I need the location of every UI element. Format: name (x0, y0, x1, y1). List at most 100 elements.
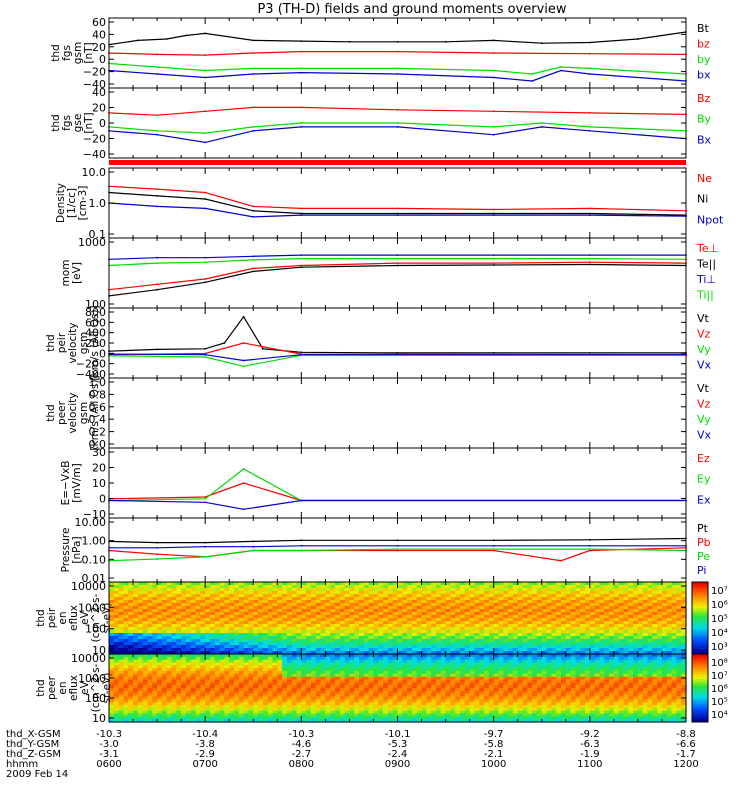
heatmap-cell (373, 651, 379, 655)
heatmap-cell (455, 636, 461, 640)
heatmap-cell (310, 685, 317, 689)
heatmap-cell (330, 624, 336, 628)
heatmap-cell (248, 702, 254, 706)
heatmap-cell (642, 624, 649, 628)
heatmap-cell (229, 630, 235, 634)
heatmap-cell (113, 719, 120, 723)
heatmap-cell (349, 618, 355, 622)
heatmap-cell (464, 627, 471, 631)
heatmap-cell (445, 609, 451, 613)
heatmap-cell (464, 615, 471, 619)
heatmap-cell (527, 588, 533, 592)
heatmap-cell (339, 673, 346, 678)
heatmap-cell (618, 633, 625, 637)
heatmap-cell (618, 648, 625, 652)
heatmap-cell (118, 665, 125, 669)
heatmap-cell (301, 633, 307, 637)
heatmap-cell (320, 633, 326, 637)
heatmap-cell (157, 618, 163, 622)
heatmap-cell (113, 673, 120, 678)
heatmap-cell (512, 585, 519, 589)
heatmap-cell (613, 621, 620, 625)
heatmap-cell (541, 612, 548, 616)
heatmap-cell (445, 633, 451, 637)
heatmap-cell (291, 719, 298, 723)
heatmap-cell (200, 671, 206, 675)
y-tick-label: −400 (76, 368, 106, 381)
heatmap-cell (354, 621, 360, 625)
heatmap-cell (209, 659, 216, 664)
heatmap-cell (527, 612, 533, 616)
heatmap-cell (541, 609, 548, 613)
heatmap-cell (238, 633, 245, 637)
heatmap-cell (628, 603, 634, 607)
heatmap-cell (205, 609, 211, 613)
heatmap-cell (431, 642, 437, 646)
heatmap-cell (109, 594, 115, 598)
y-tick-label: 1.0 (89, 197, 107, 210)
heatmap-cell (339, 705, 346, 709)
heatmap-cell (209, 648, 216, 652)
heatmap-cell (484, 594, 490, 598)
heatmap-cell (647, 630, 653, 634)
heatmap-cell (262, 719, 269, 723)
heatmap-cell (229, 671, 235, 675)
heatmap-cell (378, 636, 384, 640)
heatmap-cell (455, 651, 461, 655)
heatmap-cell (536, 591, 543, 595)
heatmap-cell (474, 618, 480, 622)
heatmap-cell (190, 713, 197, 717)
heatmap-cell (325, 699, 331, 703)
heatmap-cell (296, 645, 302, 649)
heatmap-cell (334, 713, 341, 717)
heatmap-cell (325, 588, 331, 592)
heatmap-cell (301, 615, 307, 619)
heatmap-cell (190, 716, 197, 720)
heatmap-cell (277, 624, 283, 628)
data-point (492, 214, 495, 217)
heatmap-cell (657, 612, 663, 616)
heatmap-cell (253, 656, 259, 661)
heatmap-cell (113, 624, 120, 628)
heatmap-cell (589, 606, 596, 610)
heatmap-cell (637, 582, 644, 586)
heatmap-cell (214, 696, 221, 700)
heatmap-cell (426, 600, 432, 604)
heatmap-cell (166, 630, 173, 634)
heatmap-cell (532, 624, 538, 628)
y-tick-label: 800 (85, 306, 106, 319)
heatmap-cell (161, 597, 168, 601)
heatmap-cell (556, 585, 562, 589)
heatmap-cell (556, 642, 562, 646)
heatmap-cell (416, 642, 423, 646)
heatmap-cell (152, 615, 158, 619)
heatmap-cell (339, 630, 346, 634)
heatmap-cell (585, 627, 591, 631)
heatmap-cell (421, 651, 427, 655)
heatmap-cell (435, 639, 442, 643)
heatmap-cell (291, 639, 298, 643)
heatmap-cell (253, 639, 259, 643)
heatmap-cell (185, 594, 192, 598)
heatmap-cell (128, 636, 134, 640)
heatmap-cell (315, 671, 322, 675)
heatmap-cell (460, 648, 466, 652)
heatmap-cell (363, 591, 370, 595)
heatmap-cell (344, 618, 351, 622)
heatmap-cell (508, 648, 514, 652)
heatmap-cell (310, 651, 317, 655)
heatmap-cell (258, 693, 264, 698)
heatmap-cell (123, 639, 129, 643)
heatmap-cell (469, 609, 476, 613)
heatmap-cell (118, 676, 125, 681)
heatmap-cell (128, 603, 134, 607)
heatmap-cell (181, 642, 187, 646)
heatmap-cell (147, 603, 153, 607)
y-tick-label: 10.00 (75, 516, 107, 529)
heatmap-cell (657, 603, 663, 607)
heatmap-cell (325, 659, 331, 664)
heatmap-cell (315, 636, 322, 640)
heatmap-cell (373, 621, 379, 625)
heatmap-cell (469, 597, 476, 601)
heatmap-cell (628, 591, 634, 595)
